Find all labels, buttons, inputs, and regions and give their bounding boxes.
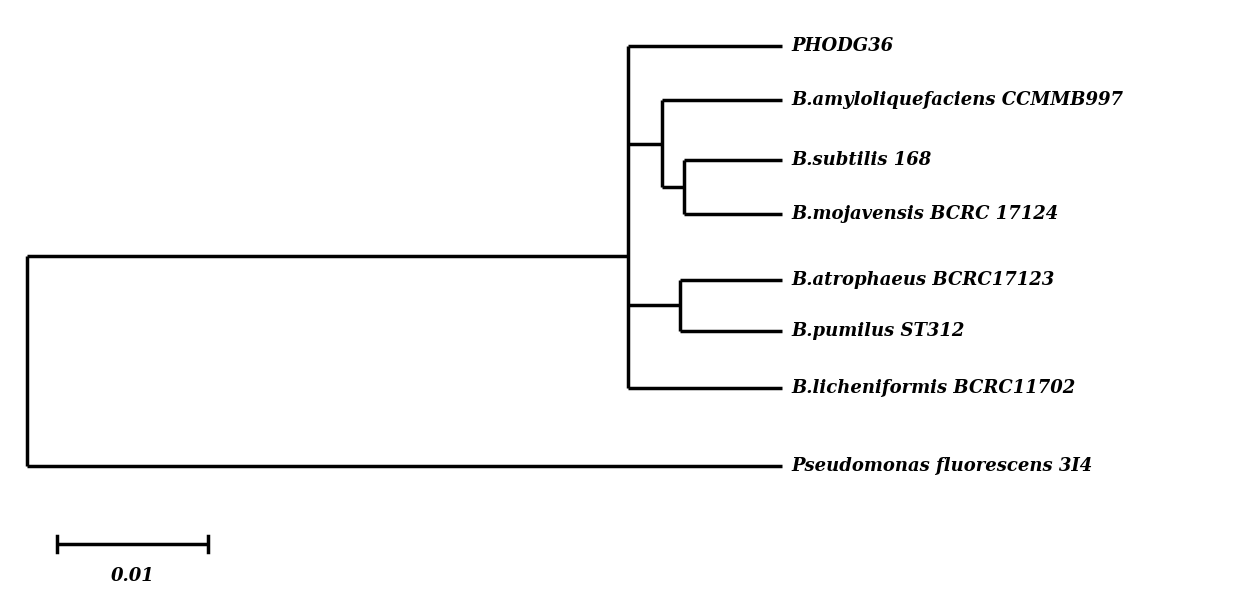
- Text: B.atrophaeus BCRC17123: B.atrophaeus BCRC17123: [791, 271, 1055, 289]
- Text: B.pumilus ST312: B.pumilus ST312: [791, 322, 965, 340]
- Text: Pseudomonas fluorescens 3I4: Pseudomonas fluorescens 3I4: [791, 457, 1092, 475]
- Text: PHODG36: PHODG36: [791, 37, 894, 55]
- Text: B.licheniformis BCRC11702: B.licheniformis BCRC11702: [791, 379, 1076, 397]
- Text: 0.01: 0.01: [110, 567, 155, 585]
- Text: B.mojavensis BCRC 17124: B.mojavensis BCRC 17124: [791, 205, 1059, 223]
- Text: B.amyloliquefaciens CCMMB997: B.amyloliquefaciens CCMMB997: [791, 91, 1123, 109]
- Text: B.subtilis 168: B.subtilis 168: [791, 151, 931, 169]
